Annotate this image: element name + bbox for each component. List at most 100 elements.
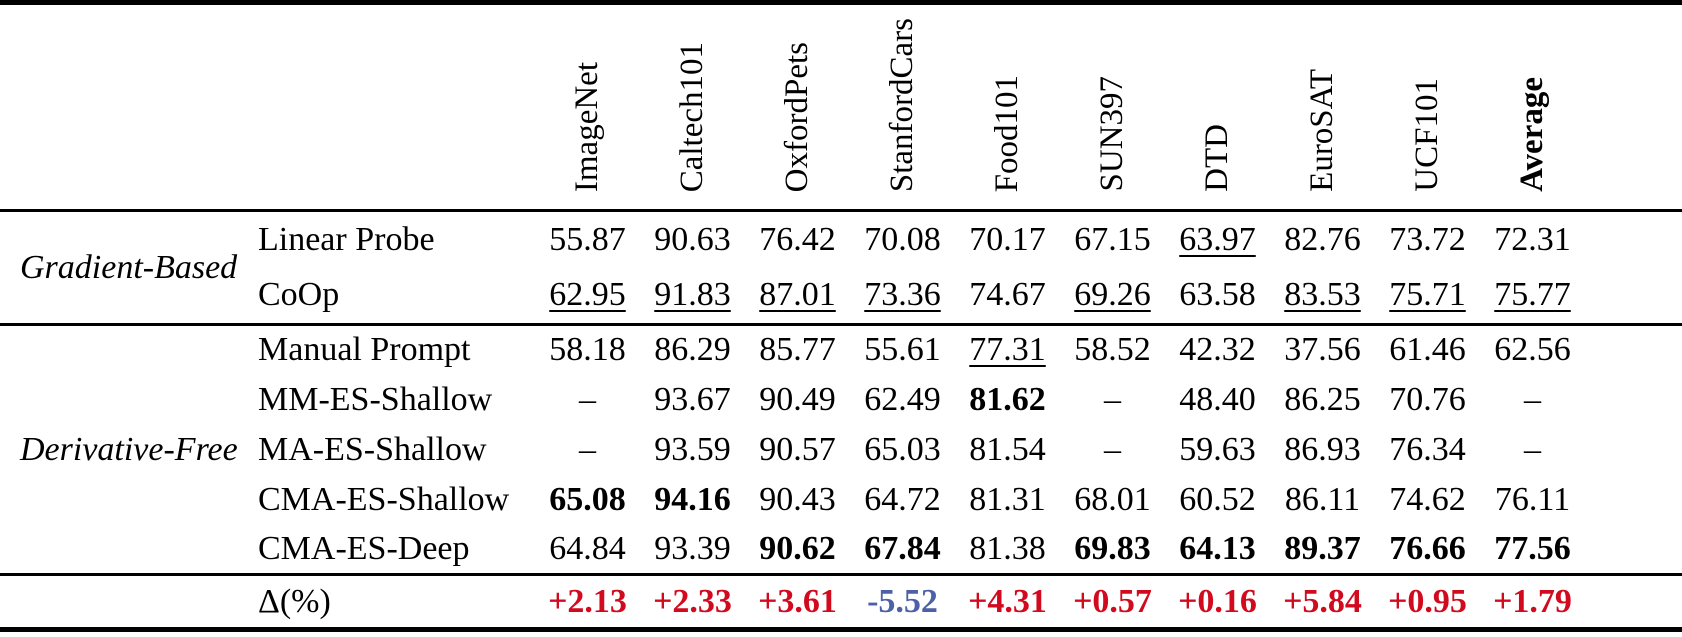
score-cell: 90.57	[759, 430, 836, 468]
dataset-column-label: UCF101	[1409, 78, 1446, 192]
row-spacer	[1585, 268, 1682, 325]
score-cell: 77.31	[969, 331, 1046, 369]
score-cell: 42.32	[1179, 331, 1256, 369]
header-spacer-method	[250, 3, 535, 211]
section-gradient-based: Gradient-Based Linear Probe 55.87 90.63 76.4…	[0, 211, 1682, 325]
score-cell: 83.53	[1284, 276, 1361, 314]
score-cell: 85.77	[759, 331, 836, 369]
row-spacer	[1585, 575, 1682, 630]
score-cell: 60.52	[1179, 480, 1256, 518]
score-cell: 81.62	[969, 380, 1046, 418]
score-cell: 87.01	[759, 276, 836, 314]
row-spacer	[1585, 475, 1682, 525]
method-label: CMA-ES-Shallow	[258, 480, 510, 518]
score-cell: 63.58	[1179, 276, 1256, 314]
score-cell: 82.76	[1284, 220, 1361, 258]
table-row: CoOp 62.95 91.83 87.01 73.36 74.67 69.26 63.58 8…	[0, 268, 1682, 325]
score-cell: 76.66	[1389, 529, 1466, 567]
delta-value-cell: +2.33	[653, 582, 732, 620]
score-cell: 91.83	[654, 276, 731, 314]
score-cell: 89.37	[1284, 529, 1361, 567]
dataset-column-label: ImageNet	[569, 61, 606, 192]
score-cell: 55.61	[864, 331, 941, 369]
delta-value-cell: +2.13	[548, 582, 627, 620]
score-cell: 75.77	[1494, 276, 1571, 314]
score-cell: 90.43	[759, 480, 836, 518]
score-cell: 93.59	[654, 430, 731, 468]
score-cell: 72.31	[1494, 220, 1571, 258]
dataset-column-header: Average	[1480, 3, 1585, 211]
score-cell: 73.72	[1389, 220, 1466, 258]
delta-value-cell: +0.95	[1388, 582, 1467, 620]
score-cell: 58.18	[549, 331, 626, 369]
dataset-column-label: EuroSAT	[1304, 69, 1341, 192]
table-row: MA-ES-Shallow – 93.59 90.57 65.03 81.54 – 59.63…	[0, 425, 1682, 475]
delta-value-cell: +1.79	[1493, 582, 1572, 620]
score-cell: 76.42	[759, 220, 836, 258]
score-cell: 90.49	[759, 380, 836, 418]
dataset-column-label: DTD	[1199, 124, 1236, 192]
section-delta: Δ(%) +2.13 +2.33 +3.61 -5.52 +4.31 +0.57 +0.16 +…	[0, 575, 1682, 630]
dataset-column-label: StanfordCars	[884, 17, 921, 192]
score-cell: 62.95	[549, 276, 626, 314]
score-cell: 62.56	[1494, 331, 1571, 369]
delta-value-cell: -5.52	[867, 582, 938, 620]
delta-value-cell: +5.84	[1283, 582, 1362, 620]
dataset-column-header: ImageNet	[535, 3, 640, 211]
dataset-column-header: UCF101	[1375, 3, 1480, 211]
table-row: CMA-ES-Shallow 65.08 94.16 90.43 64.72 81.31 6…	[0, 475, 1682, 525]
score-cell: –	[1104, 430, 1121, 468]
score-cell: 81.54	[969, 430, 1046, 468]
delta-label: Δ(%)	[258, 582, 331, 620]
delta-value-cell: +4.31	[968, 582, 1047, 620]
method-label: MA-ES-Shallow	[258, 430, 487, 468]
score-cell: 55.87	[549, 220, 626, 258]
score-cell: 81.38	[969, 529, 1046, 567]
row-spacer	[1585, 525, 1682, 575]
table-row: Derivative-Free Manual Prompt 58.18 86.29 85…	[0, 325, 1682, 466]
score-cell: 86.11	[1284, 480, 1361, 518]
score-cell: 58.52	[1074, 331, 1151, 369]
score-cell: 81.31	[969, 480, 1046, 518]
score-cell: 63.97	[1179, 220, 1256, 258]
score-cell: 62.49	[864, 380, 941, 418]
score-cell: 86.25	[1284, 380, 1361, 418]
score-cell: 86.29	[654, 331, 731, 369]
row-spacer	[1585, 375, 1682, 425]
score-cell: 61.46	[1389, 331, 1466, 369]
score-cell: 90.63	[654, 220, 731, 258]
score-cell: 68.01	[1074, 480, 1151, 518]
group-label: Gradient-Based	[20, 248, 238, 286]
score-cell: 75.71	[1389, 276, 1466, 314]
score-cell: 76.34	[1389, 430, 1466, 468]
dataset-column-header: SUN397	[1060, 3, 1165, 211]
group-label: Derivative-Free	[20, 430, 238, 468]
method-label: MM-ES-Shallow	[258, 380, 493, 418]
delta-value-cell: +0.57	[1073, 582, 1152, 620]
dataset-column-header: Food101	[955, 3, 1060, 211]
dataset-column-header: StanfordCars	[850, 3, 955, 211]
score-cell: 93.39	[654, 529, 731, 567]
score-cell: 70.17	[969, 220, 1046, 258]
header-spacer-right	[1585, 3, 1682, 211]
score-cell: 77.56	[1494, 529, 1571, 567]
section-derivative-free: Derivative-Free Manual Prompt 58.18 86.29 85…	[0, 325, 1682, 575]
score-cell: 93.67	[654, 380, 731, 418]
score-cell: 64.72	[864, 480, 941, 518]
dataset-column-header: EuroSAT	[1270, 3, 1375, 211]
score-cell: 65.08	[549, 480, 626, 518]
score-cell: 48.40	[1179, 380, 1256, 418]
method-label: Linear Probe	[258, 220, 435, 258]
score-cell: 69.83	[1074, 529, 1151, 567]
score-cell: 59.63	[1179, 430, 1256, 468]
dataset-column-header: OxfordPets	[745, 3, 850, 211]
score-cell: 69.26	[1074, 276, 1151, 314]
score-cell: 67.84	[864, 529, 941, 567]
dataset-column-header: Caltech101	[640, 3, 745, 211]
score-cell: 90.62	[759, 529, 836, 567]
score-cell: –	[579, 430, 596, 468]
score-cell: 64.84	[549, 529, 626, 567]
delta-row: Δ(%) +2.13 +2.33 +3.61 -5.52 +4.31 +0.57 +0.16 +…	[0, 575, 1682, 630]
